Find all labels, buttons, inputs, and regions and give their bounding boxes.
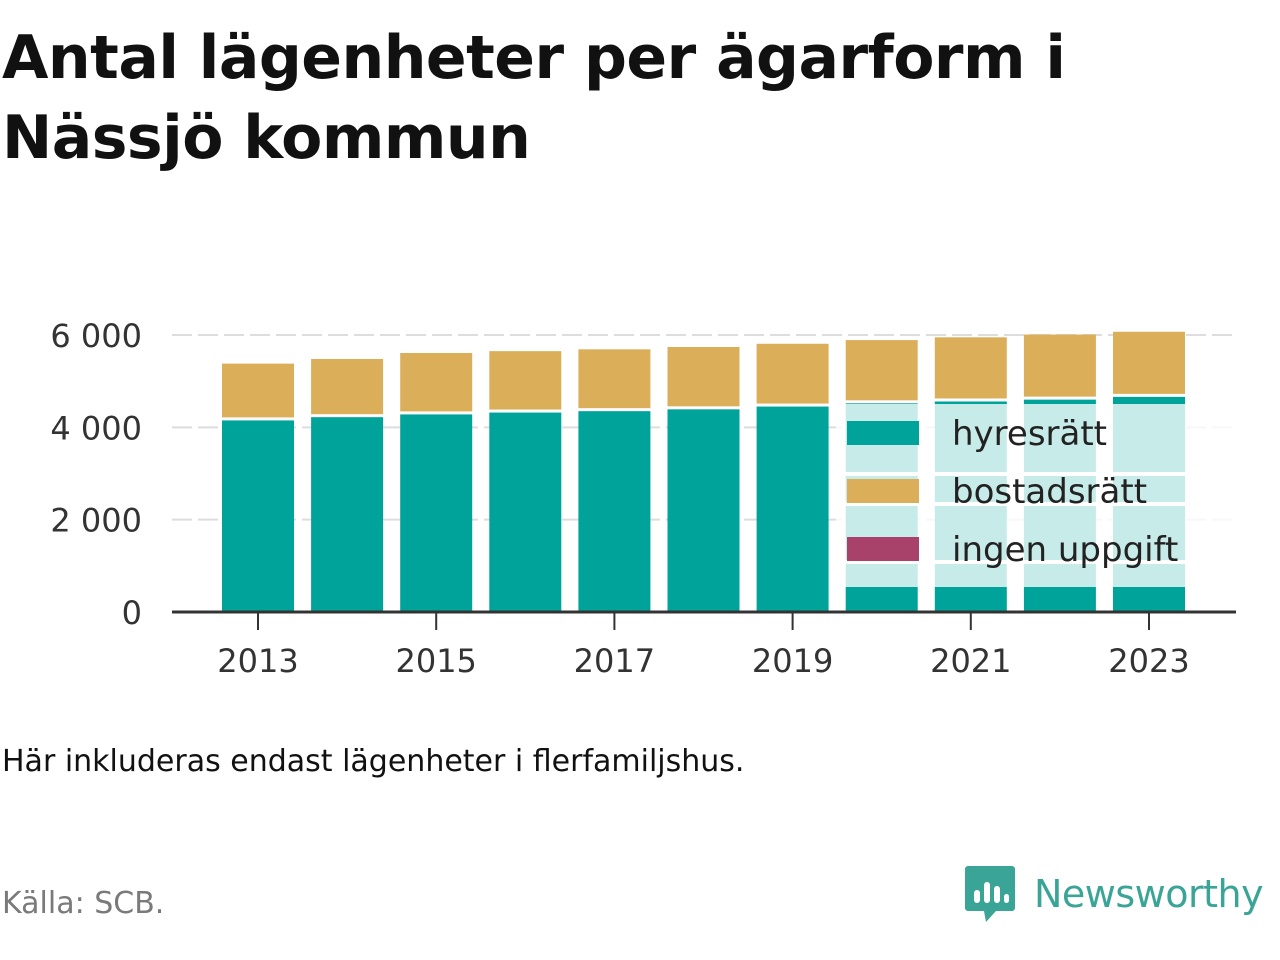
brand-logo: Newsworthy [964, 864, 1264, 924]
y-tick-label: 2 000 [50, 502, 142, 540]
axes: 0 2 000 4 000 6 000 2013 2015 2017 2019 2021 2023 [50, 317, 1236, 680]
bar-hyresratt-2016 [489, 412, 562, 612]
brand-name: Newsworthy [1034, 872, 1264, 916]
x-tick-label: 2019 [752, 642, 833, 680]
bar-hyresratt-2019 [756, 406, 829, 612]
chart-title: Antal lägenheter per ägarform i Nässjö k… [2, 23, 1066, 173]
legend-label: ingen uppgift [952, 530, 1178, 570]
bar-bostadsratt-2017 [578, 349, 651, 409]
bar-bostadsratt-2013 [222, 363, 294, 418]
legend: hyresrätt bostadsrätt ingen uppgift [847, 414, 1178, 570]
bar-bostadsratt-2021 [934, 337, 1007, 399]
bar-bostadsratt-2019 [756, 343, 829, 404]
bar-bostadsratt-2014 [311, 359, 384, 415]
bar-hyresratt-2015 [400, 414, 473, 612]
newsworthy-logo-icon [965, 866, 1015, 922]
legend-label: hyresrätt [952, 414, 1107, 454]
legend-swatch-bostadsratt [847, 479, 919, 503]
legend-swatch-hyresratt [847, 421, 919, 445]
y-tick-label: 0 [122, 594, 142, 632]
legend-label: bostadsrätt [952, 472, 1147, 512]
bar-hyresratt-2014 [311, 417, 384, 612]
bar-hyresratt-2013 [222, 420, 294, 612]
chart-note: Här inkluderas endast lägenheter i flerf… [2, 744, 745, 779]
legend-swatch-ingen_uppgift [847, 537, 919, 561]
y-tick-label: 4 000 [50, 409, 142, 447]
bar-hyresratt-2017 [578, 411, 651, 612]
bar-bostadsratt-2016 [489, 351, 562, 410]
y-tick-label: 6 000 [50, 317, 142, 355]
source-note: Källa: SCB. [2, 886, 165, 921]
x-tick-label: 2015 [395, 642, 476, 680]
bar-bostadsratt-2018 [667, 347, 740, 407]
bar-bostadsratt-2023 [1113, 331, 1185, 394]
x-tick-label: 2013 [217, 642, 298, 680]
x-tick-label: 2023 [1108, 642, 1189, 680]
bar-hyresratt-2018 [667, 409, 740, 612]
bar-bostadsratt-2022 [1023, 334, 1096, 397]
bar-bostadsratt-2015 [400, 353, 473, 412]
x-tick-label: 2017 [574, 642, 655, 680]
x-tick-label: 2021 [930, 642, 1011, 680]
bar-bostadsratt-2020 [845, 340, 918, 401]
